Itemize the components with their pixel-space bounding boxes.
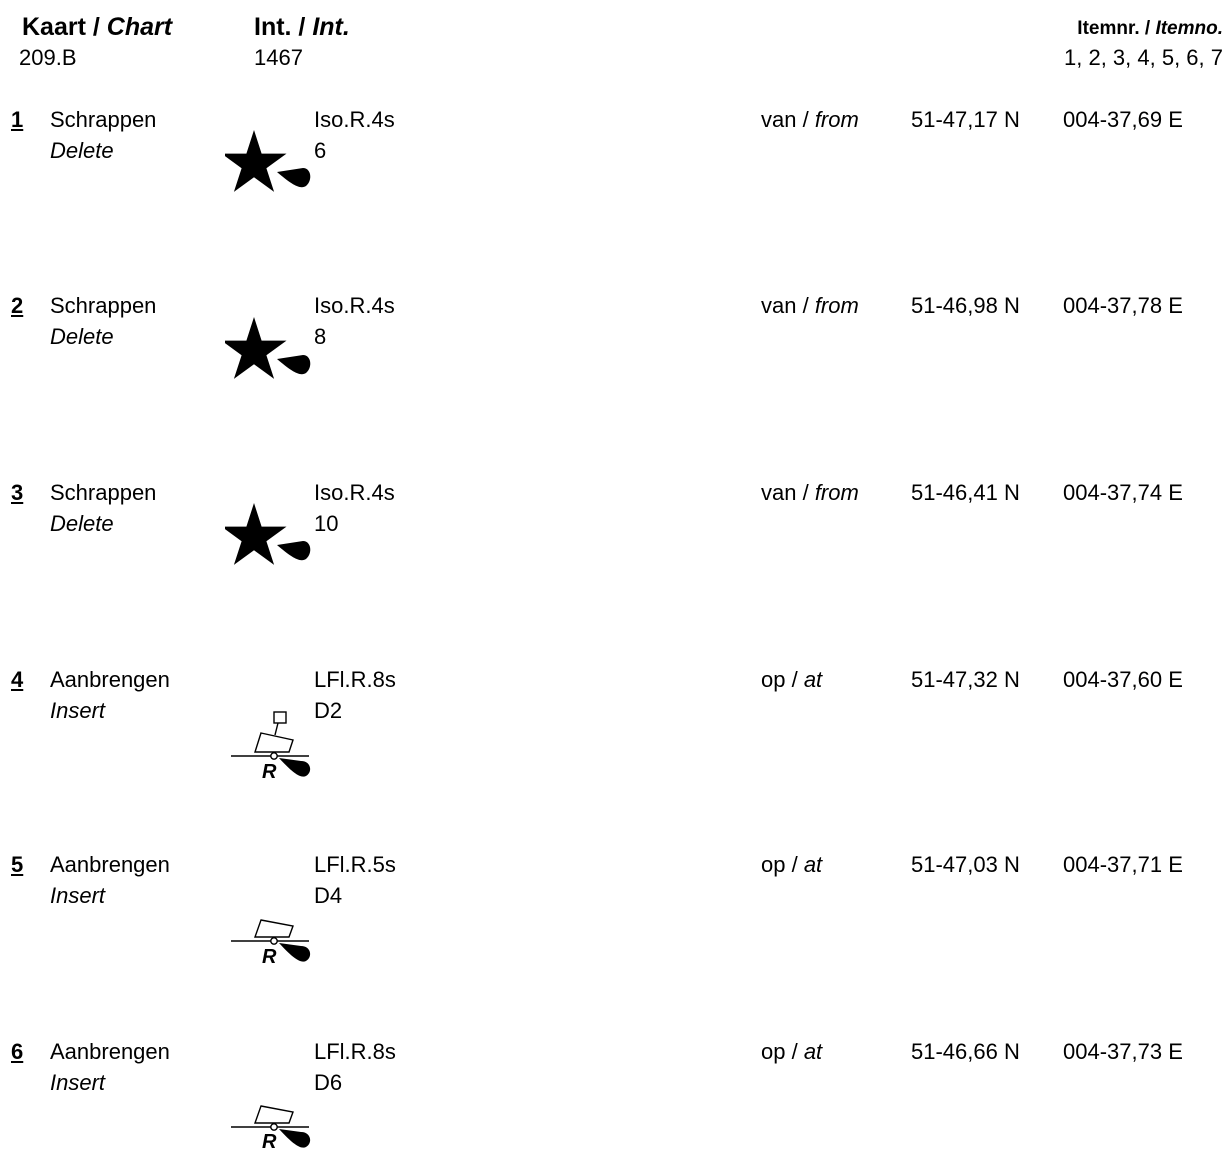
item-action-en: Delete <box>50 511 114 536</box>
position-label-en: from <box>814 480 859 505</box>
item-action: Schrappen <box>50 107 157 132</box>
item-number: 1 <box>11 107 24 132</box>
lit-mooring-buoy-icon: R <box>229 1104 319 1153</box>
position-label-en: at <box>803 667 823 692</box>
light-star-icon <box>225 503 311 565</box>
item-action-en: Delete <box>50 138 114 163</box>
position-label-nl: van / <box>761 293 815 318</box>
longitude: 004-37,74 E <box>1063 480 1183 505</box>
buoy-letter: R <box>262 946 277 968</box>
item-number: 4 <box>11 667 24 692</box>
position-label-nl: op / <box>761 667 804 692</box>
int-header-label: Int. / Int. <box>254 14 350 40</box>
chart-label-nl: Kaart / <box>22 13 107 41</box>
light-name: 8 <box>314 324 327 349</box>
light-characteristic: LFl.R.8s <box>314 1039 396 1064</box>
item-action-en: Insert <box>50 883 106 908</box>
int-number: 1467 <box>254 45 303 70</box>
item-action-en: Delete <box>50 324 114 349</box>
position-label: van / from <box>761 293 859 319</box>
buoy-letter: R <box>262 1131 277 1153</box>
item-number: 2 <box>11 293 24 318</box>
longitude: 004-37,60 E <box>1063 667 1183 692</box>
item-action-en: Insert <box>50 1070 106 1095</box>
item-action: Schrappen <box>50 293 157 318</box>
latitude: 51-46,66 N <box>911 1039 1020 1064</box>
light-name: D6 <box>314 1070 343 1095</box>
position-label-en: from <box>814 293 859 318</box>
position-label-nl: op / <box>761 1039 804 1064</box>
longitude: 004-37,78 E <box>1063 293 1183 318</box>
int-label-en: Int. <box>312 13 350 41</box>
position-label-nl: op / <box>761 852 804 877</box>
light-characteristic: Iso.R.4s <box>314 107 395 132</box>
item-number: 3 <box>11 480 24 505</box>
latitude: 51-46,41 N <box>911 480 1020 505</box>
position-label: op / at <box>761 852 822 878</box>
item-number: 5 <box>11 852 24 877</box>
position-label: van / from <box>761 107 859 133</box>
item-number: 6 <box>11 1039 24 1064</box>
itemno-list: 1, 2, 3, 4, 5, 6, 7 <box>1064 45 1223 70</box>
chart-number: 209.B <box>19 45 77 70</box>
item-action: Aanbrengen <box>50 1039 170 1064</box>
light-name: D2 <box>314 698 343 723</box>
light-characteristic: Iso.R.4s <box>314 480 395 505</box>
lit-mooring-buoy-icon: R <box>229 918 319 976</box>
latitude: 51-47,03 N <box>911 852 1020 877</box>
itemno-header-label: Itemnr. / Itemno. <box>1077 16 1223 42</box>
light-star-icon <box>225 130 311 192</box>
longitude: 004-37,71 E <box>1063 852 1183 877</box>
latitude: 51-47,17 N <box>911 107 1020 132</box>
position-label-nl: van / <box>761 480 815 505</box>
int-label-nl: Int. / <box>254 13 313 41</box>
longitude: 004-37,73 E <box>1063 1039 1183 1064</box>
light-characteristic: LFl.R.8s <box>314 667 396 692</box>
light-name: D4 <box>314 883 343 908</box>
item-action: Schrappen <box>50 480 157 505</box>
longitude: 004-37,69 E <box>1063 107 1183 132</box>
position-label-en: at <box>803 1039 823 1064</box>
position-label-nl: van / <box>761 107 815 132</box>
position-label: van / from <box>761 480 859 506</box>
light-characteristic: Iso.R.4s <box>314 293 395 318</box>
light-name: 10 <box>314 511 339 536</box>
light-characteristic: LFl.R.5s <box>314 852 396 877</box>
light-star-icon <box>225 317 311 379</box>
itemno-label-en: Itemno. <box>1155 18 1223 39</box>
lit-mooring-buoy-topmark-icon: R <box>229 709 319 791</box>
itemno-label-nl: Itemnr. / <box>1077 18 1156 39</box>
position-label: op / at <box>761 1039 822 1065</box>
position-label: op / at <box>761 667 822 693</box>
light-name: 6 <box>314 138 327 163</box>
item-action-en: Insert <box>50 698 106 723</box>
chart-label-en: Chart <box>106 13 173 41</box>
position-label-en: at <box>803 852 823 877</box>
item-action: Aanbrengen <box>50 852 170 877</box>
chart-header-label: Kaart / Chart <box>22 14 172 40</box>
item-action: Aanbrengen <box>50 667 170 692</box>
buoy-letter: R <box>262 761 277 783</box>
latitude: 51-46,98 N <box>911 293 1020 318</box>
position-label-en: from <box>814 107 859 132</box>
latitude: 51-47,32 N <box>911 667 1020 692</box>
